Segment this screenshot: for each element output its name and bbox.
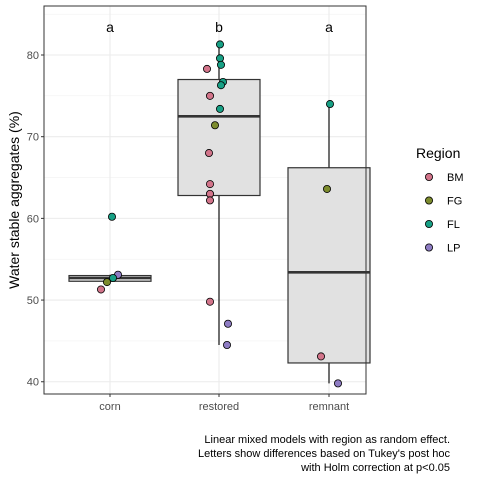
legend-label-BM: BM bbox=[447, 172, 464, 184]
box-restored bbox=[177, 45, 261, 345]
x-tick-label: remnant bbox=[309, 401, 349, 413]
caption-line-3: with Holm correction at p<0.05 bbox=[300, 462, 450, 474]
y-axis-title: Water stable aggregates (%) bbox=[6, 111, 22, 289]
y-tick-label: 80 bbox=[27, 50, 39, 62]
data-point-LP bbox=[223, 319, 232, 328]
data-point-LP bbox=[333, 379, 342, 388]
significance-letter-corn: a bbox=[106, 19, 114, 35]
legend-title: Region bbox=[416, 145, 460, 161]
legend-key-FL bbox=[424, 219, 433, 228]
legend-key-LP bbox=[424, 243, 433, 252]
panel-border bbox=[43, 5, 367, 395]
data-point-FG bbox=[322, 184, 331, 193]
y-tick-label: 50 bbox=[27, 295, 39, 307]
data-point-BM bbox=[97, 285, 106, 294]
y-tick-label: 60 bbox=[27, 213, 39, 225]
data-point-FL bbox=[216, 81, 225, 90]
legend-label-FL: FL bbox=[447, 219, 460, 231]
data-point-BM bbox=[205, 180, 214, 189]
x-tick-label: restored bbox=[199, 401, 239, 413]
data-point-FL bbox=[215, 54, 224, 63]
data-point-FL bbox=[108, 212, 117, 221]
box-iqr bbox=[287, 167, 371, 364]
legend-key-BM bbox=[424, 172, 433, 181]
data-point-BM bbox=[205, 91, 214, 100]
significance-letter-restored: b bbox=[215, 19, 223, 35]
data-point-BM bbox=[316, 352, 325, 361]
data-point-BM bbox=[204, 149, 213, 158]
boxes bbox=[68, 45, 371, 384]
data-point-FL bbox=[109, 274, 118, 283]
y-tick-label: 40 bbox=[27, 377, 39, 389]
y-tick-label: 70 bbox=[27, 132, 39, 144]
legend-label-FG: FG bbox=[447, 196, 462, 208]
legend-key-FG bbox=[424, 196, 433, 205]
box-remnant bbox=[287, 104, 371, 384]
data-point-FL bbox=[215, 40, 224, 49]
data-point-BM bbox=[202, 64, 211, 73]
data-point-BM bbox=[205, 189, 214, 198]
data-point-LP bbox=[222, 340, 231, 349]
caption-line-2: Letters show differences based on Tukey'… bbox=[198, 448, 450, 460]
data-point-BM bbox=[205, 196, 214, 205]
data-point-BM bbox=[205, 297, 214, 306]
x-tick-label: corn bbox=[99, 401, 120, 413]
data-point-FG bbox=[210, 121, 219, 130]
caption: Linear mixed models with region as rando… bbox=[198, 434, 450, 474]
data-point-FL bbox=[215, 104, 224, 113]
data-points bbox=[97, 40, 342, 388]
legend-label-LP: LP bbox=[447, 243, 460, 255]
caption-line-1: Linear mixed models with region as rando… bbox=[204, 434, 450, 446]
data-point-FG bbox=[103, 278, 112, 287]
data-point-FL bbox=[325, 100, 334, 109]
significance-letter-remnant: a bbox=[325, 19, 333, 35]
box-iqr bbox=[177, 78, 261, 197]
axes: 40 50 60 70 80 corn restored remnant bbox=[27, 50, 349, 413]
legend: Region BM FG FL LP bbox=[416, 145, 464, 255]
data-point-FL bbox=[216, 60, 225, 69]
